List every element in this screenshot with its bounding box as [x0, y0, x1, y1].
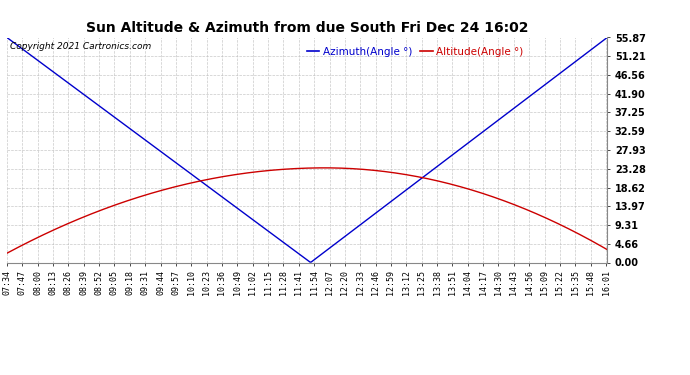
Title: Sun Altitude & Azimuth from due South Fri Dec 24 16:02: Sun Altitude & Azimuth from due South Fr… [86, 21, 529, 35]
Text: Copyright 2021 Cartronics.com: Copyright 2021 Cartronics.com [10, 42, 151, 51]
Legend: Azimuth(Angle °), Altitude(Angle °): Azimuth(Angle °), Altitude(Angle °) [303, 43, 527, 61]
